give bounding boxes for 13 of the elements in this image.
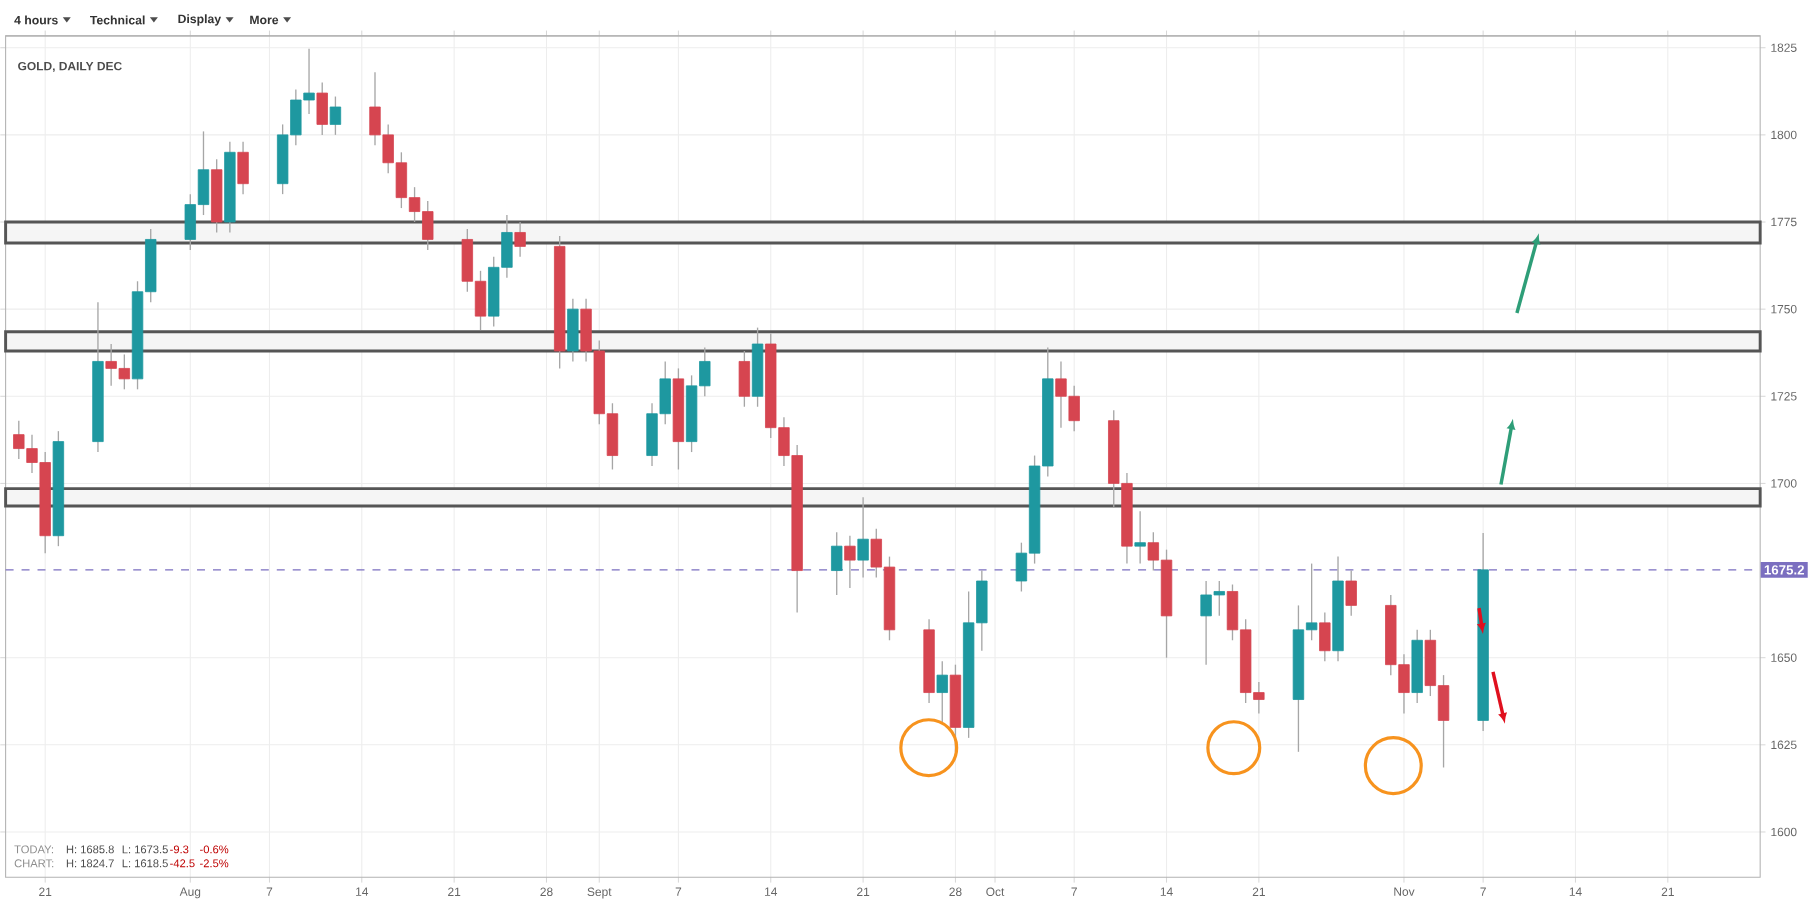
candlestick bbox=[567, 298, 579, 363]
candlestick bbox=[514, 221, 526, 258]
candlestick bbox=[237, 141, 249, 196]
candlestick bbox=[831, 531, 843, 597]
candlestick bbox=[329, 96, 342, 136]
candlestick bbox=[857, 497, 869, 579]
candlestick bbox=[738, 350, 751, 408]
candlestick bbox=[1134, 511, 1146, 565]
candlestick bbox=[316, 82, 328, 136]
candlestick bbox=[1319, 612, 1331, 663]
candlestick bbox=[1345, 570, 1357, 617]
candlestick bbox=[936, 660, 948, 725]
candlestick bbox=[844, 535, 856, 590]
